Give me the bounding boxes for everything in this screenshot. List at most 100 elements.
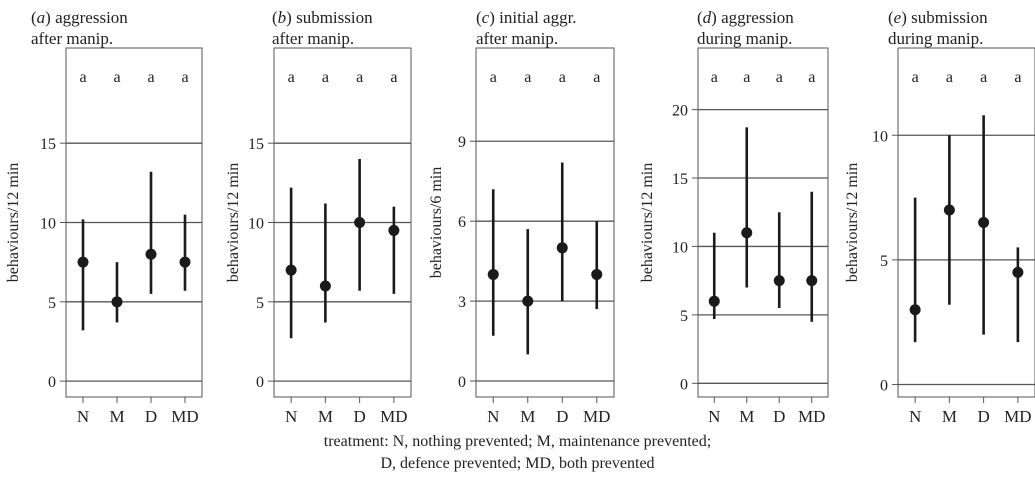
panel-c-frame [476,48,614,397]
panel-a-title-line-2: after manip. [31,29,113,48]
panel-a-ytick-label-0: 0 [48,374,56,391]
panel-e-xtick-label-MD: MD [1004,407,1031,426]
panel-a-point-D [146,249,157,260]
panel-a-significance-N: a [79,69,86,86]
panel-b-point-M [320,280,331,291]
panel-b-title-line-2: after manip. [272,29,354,48]
panel-d-significance-M: a [743,69,750,86]
panel-b-ytick-label-0: 0 [256,374,264,391]
treatment-caption-line-2: D, defence prevented; MD, both prevented [0,453,1035,475]
treatment-caption-line-1: treatment: N, nothing prevented; M, main… [0,431,1035,453]
panel-b-ytick-label-10: 10 [248,216,264,233]
panel-e-xtick-label-M: M [942,407,957,426]
panel-a-significance-MD: a [181,69,188,86]
panel-d-ytick-label-20: 20 [672,103,688,120]
panel-a-significance-M: a [113,69,120,86]
panel-a-title-line-1: (a) aggression [31,8,128,27]
panel-e-xtick-label-N: N [909,407,921,426]
panel-d-point-M [741,227,752,238]
panel-c-title-line-1: (c) initial aggr. [476,8,577,27]
panel-b-ytick-label-5: 5 [256,295,264,312]
panel-c-ytick-label-6: 6 [458,214,466,231]
panel-b-ytick-label-15: 15 [248,136,264,153]
panel-a-xtick-label-MD: MD [171,407,198,426]
panel-e-frame [898,48,1035,397]
panel-c-ytick-label-9: 9 [458,134,466,151]
panel-d-title-line-1: (d) aggression [697,8,794,27]
panel-b-significance-D: a [356,69,363,86]
panel-b-xtick-label-MD: MD [380,407,407,426]
panel-a-xtick-label-M: M [109,407,124,426]
panel-e-significance-N: a [912,69,919,86]
panel-c-xtick-label-N: N [487,407,499,426]
panel-a-point-M [112,296,123,307]
panel-b-xtick-label-N: N [285,407,297,426]
panel-c-xtick-label-M: M [520,407,535,426]
panel-b-point-D [354,217,365,228]
panel-e-point-M [944,205,955,216]
panel-e-title-line-1: (e) submission [888,8,988,27]
panel-c-significance-N: a [490,69,497,86]
panel-e-xtick-label-D: D [977,407,989,426]
panel-c-point-MD [591,269,602,280]
panel-d-xtick-label-M: M [739,407,754,426]
panel-e-title-line-2: during manip. [888,29,983,48]
panel-d-frame [698,48,828,397]
panel-a-point-MD [180,257,191,268]
panel-a-point-N [78,257,89,268]
panel-c-ytick-label-0: 0 [458,374,466,391]
panel-c-point-N [488,269,499,280]
panel-d-significance-D: a [776,69,783,86]
panel-a-significance-D: a [147,69,154,86]
panel-b-significance-N: a [288,69,295,86]
panel-d-xtick-label-N: N [708,407,720,426]
panel-c-significance-MD: a [593,69,600,86]
panel-c-significance-D: a [559,69,566,86]
panel-e-significance-MD: a [1014,69,1021,86]
panel-c-y-axis-label: behaviours/6 min [428,167,445,279]
panel-c-point-D [557,242,568,253]
panel-b-point-MD [388,225,399,236]
panel-b-title-line-1: (b) submission [272,8,373,27]
panel-c-xtick-label-D: D [556,407,568,426]
panel-c-title-line-2: after manip. [476,29,558,48]
panel-d-ytick-label-10: 10 [672,239,688,256]
panel-e-y-axis-label: behaviours/12 min [844,163,861,283]
panel-e-point-D [978,217,989,228]
panel-d-title-line-2: during manip. [697,29,792,48]
panel-a-xtick-label-D: D [145,407,157,426]
panel-e-point-MD [1012,267,1023,278]
panel-b-significance-MD: a [390,69,397,86]
panel-d-ytick-label-15: 15 [672,171,688,188]
panel-c-xtick-label-MD: MD [583,407,610,426]
panel-c-significance-M: a [524,69,531,86]
panel-e-ytick-label-0: 0 [880,378,888,395]
panel-e-ytick-label-10: 10 [872,128,888,145]
panel-d-point-MD [806,275,817,286]
panel-e-ytick-label-5: 5 [880,253,888,270]
panel-e-significance-D: a [980,69,987,86]
panel-b-point-N [286,265,297,276]
panel-b-y-axis-label: behaviours/12 min [225,163,242,283]
panel-b-xtick-label-D: D [353,407,365,426]
panel-d-ytick-label-0: 0 [680,376,688,393]
panel-e-significance-M: a [946,69,953,86]
panel-d-y-axis-label: behaviours/12 min [639,163,656,283]
panel-d-point-N [709,296,720,307]
panel-b-xtick-label-M: M [318,407,333,426]
panel-c-ytick-label-3: 3 [458,294,466,311]
panel-d-ytick-label-5: 5 [680,308,688,325]
panel-a-y-axis-label: behaviours/12 min [5,163,22,283]
panel-d-significance-N: a [711,69,718,86]
panel-d-significance-MD: a [808,69,815,86]
panel-a-ytick-label-15: 15 [40,136,56,153]
panel-d-point-D [774,275,785,286]
panel-a-ytick-label-5: 5 [48,295,56,312]
panel-a-xtick-label-N: N [77,407,89,426]
panel-e-point-N [910,304,921,315]
panel-c-point-M [522,296,533,307]
panel-a-ytick-label-10: 10 [40,216,56,233]
panel-b-significance-M: a [322,69,329,86]
panel-d-xtick-label-D: D [773,407,785,426]
